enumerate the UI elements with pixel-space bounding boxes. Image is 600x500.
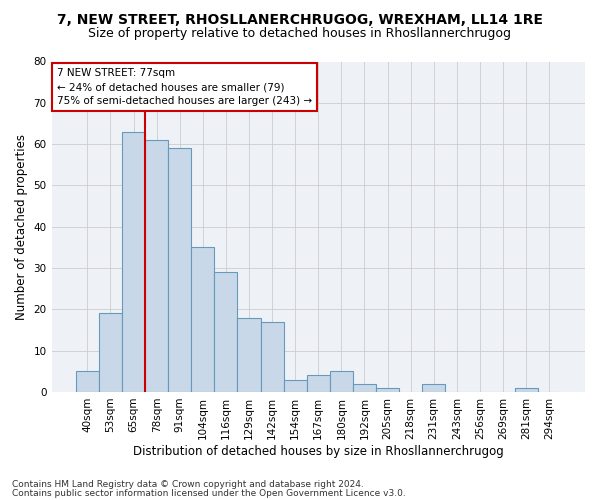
Bar [238, 318, 260, 392]
Bar [191, 248, 214, 392]
Bar [353, 384, 376, 392]
Text: Contains HM Land Registry data © Crown copyright and database right 2024.: Contains HM Land Registry data © Crown c… [12, 480, 364, 489]
X-axis label: Distribution of detached houses by size in Rhosllannerchrugog: Distribution of detached houses by size … [133, 444, 503, 458]
Bar [260, 322, 284, 392]
Text: Contains public sector information licensed under the Open Government Licence v3: Contains public sector information licen… [12, 488, 406, 498]
Bar [376, 388, 399, 392]
Text: 7, NEW STREET, RHOSLLANERCHRUGOG, WREXHAM, LL14 1RE: 7, NEW STREET, RHOSLLANERCHRUGOG, WREXHA… [57, 12, 543, 26]
Y-axis label: Number of detached properties: Number of detached properties [15, 134, 28, 320]
Bar [76, 372, 99, 392]
Bar [515, 388, 538, 392]
Bar [330, 372, 353, 392]
Bar [422, 384, 445, 392]
Bar [214, 272, 238, 392]
Text: 7 NEW STREET: 77sqm
← 24% of detached houses are smaller (79)
75% of semi-detach: 7 NEW STREET: 77sqm ← 24% of detached ho… [57, 68, 312, 106]
Bar [145, 140, 168, 392]
Bar [99, 314, 122, 392]
Bar [168, 148, 191, 392]
Bar [307, 376, 330, 392]
Text: Size of property relative to detached houses in Rhosllannerchrugog: Size of property relative to detached ho… [89, 28, 511, 40]
Bar [284, 380, 307, 392]
Bar [122, 132, 145, 392]
